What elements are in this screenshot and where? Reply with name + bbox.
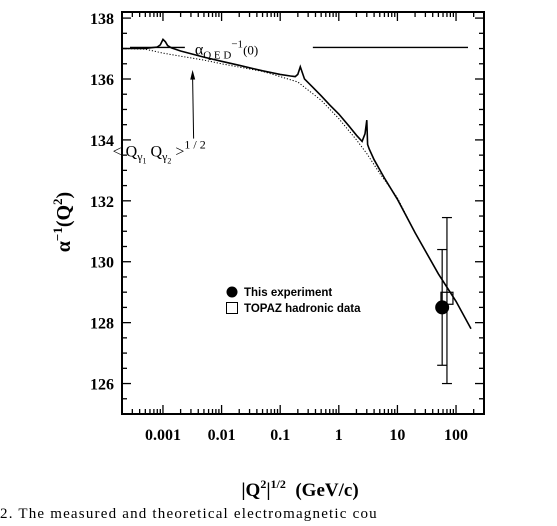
x-axis-label: |Q2|1/2 (GeV/c) <box>241 477 358 501</box>
qed-label: αQ E D−1(0) <box>195 39 258 62</box>
y-axis-ticks: 126 128 130 132 134 136 138 <box>90 11 484 414</box>
legend: This experiment TOPAZ hadronic data <box>227 287 362 316</box>
y-tick-label: 138 <box>90 11 114 28</box>
legend-label-topaz: TOPAZ hadronic data <box>244 303 361 315</box>
solid-curve <box>122 39 471 328</box>
series-group <box>122 39 471 328</box>
y-tick-label: 136 <box>90 72 114 89</box>
x-tick-label: 1 <box>335 427 343 444</box>
annotation-label: < Qγ1 Qγ2 >1 / 2 <box>113 138 206 166</box>
y-tick-label: 128 <box>90 316 114 333</box>
y-tick-label: 130 <box>90 255 114 272</box>
y-tick-label: 126 <box>90 377 114 394</box>
figure-caption: 2. The measured and theoretical electrom… <box>0 506 557 526</box>
dotted-curve <box>122 49 456 302</box>
y-tick-label: 132 <box>90 194 114 211</box>
legend-marker-circle <box>227 287 238 298</box>
x-tick-label: 0.01 <box>208 427 236 444</box>
legend-label-experiment: This experiment <box>244 287 332 299</box>
chart: 0.001 0.01 0.1 1 10 100 126 128 130 132 134 136 138… <box>0 0 557 506</box>
x-tick-label: 0.001 <box>145 427 181 444</box>
x-tick-label: 0.1 <box>270 427 290 444</box>
annotation-arrowhead <box>190 70 195 80</box>
x-tick-label: 10 <box>389 427 405 444</box>
legend-marker-square <box>227 303 238 314</box>
y-axis-label: α−1(Q2) <box>50 192 75 252</box>
y-tick-label: 134 <box>90 133 114 150</box>
x-tick-label: 100 <box>444 427 468 444</box>
data-points <box>435 218 453 384</box>
annotation-arrow <box>193 76 194 139</box>
